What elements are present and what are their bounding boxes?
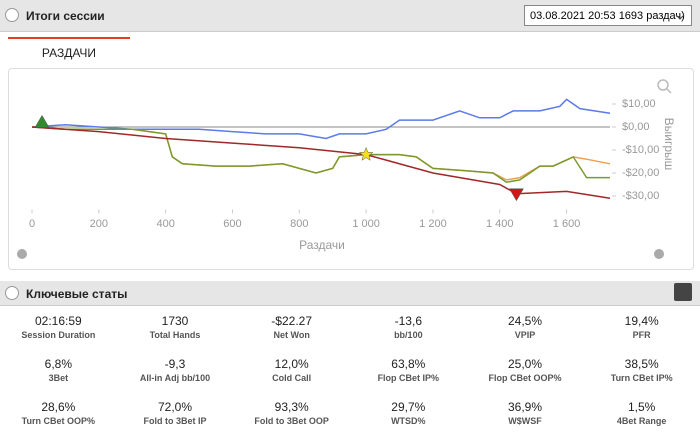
stat: 02:16:59 Session Duration <box>0 314 117 340</box>
marker <box>358 146 374 161</box>
y-tick-label: -$30,00 <box>622 190 659 202</box>
stat-label: All-in Adj bb/100 <box>139 373 211 383</box>
stat-value: 1,5% <box>627 400 656 414</box>
collapse-button[interactable] <box>5 286 19 300</box>
section-title: Ключевые статы <box>26 287 128 301</box>
x-tick-label: 1 000 <box>352 218 380 230</box>
stat-value: -13,6 <box>394 314 422 328</box>
y-axis-label: Выигрыш <box>662 118 676 171</box>
stat-label: 3Bet <box>48 373 69 383</box>
stat-label: 4Bet Range <box>616 416 667 426</box>
stat-value: 93,3% <box>274 400 309 414</box>
stat: 12,0% Cold Call <box>233 357 350 383</box>
x-tick-label: 1 600 <box>553 218 581 230</box>
stats-header: Ключевые статы <box>0 281 700 306</box>
stat: -9,3 All-in Adj bb/100 <box>117 357 234 383</box>
stat: 1,5% 4Bet Range <box>583 400 700 426</box>
marker <box>34 114 50 128</box>
session-select[interactable]: 03.08.2021 20:53 1693 раздач) <box>524 5 692 26</box>
stat-value: -9,3 <box>164 357 186 371</box>
zoom-icon-handle <box>666 88 672 94</box>
stat-value: 19,4% <box>624 314 659 328</box>
y-tick-label: -$10,00 <box>622 144 659 156</box>
stat-label: Total Hands <box>149 330 201 340</box>
stat-value: 38,5% <box>624 357 659 371</box>
section-title: Итоги сессии <box>26 9 105 23</box>
stat-value: 29,7% <box>391 400 426 414</box>
stat-value: 72,0% <box>157 400 192 414</box>
session-text: 03.08.2021 20:53 1693 раздач) <box>530 10 685 22</box>
stat: 63,8% Flop CBet IP% <box>350 357 467 383</box>
stat-label: Cold Call <box>272 373 312 383</box>
stat-label: Fold to 3Bet OOP <box>254 416 329 426</box>
stat-label: Fold to 3Bet IP <box>143 416 207 426</box>
y-tick-label: $0,00 <box>622 121 650 133</box>
series-line <box>31 98 611 140</box>
chart: Раздачи Выигрыш $10,00 $0,00 -$10,00 -$20,0… <box>17 79 676 259</box>
dropdown-arrow <box>675 14 685 20</box>
stat: 93,3% Fold to 3Bet OOP <box>233 400 350 426</box>
settings-icon[interactable] <box>17 249 27 259</box>
stat-value: 25,0% <box>507 357 542 371</box>
stat-label: Session Duration <box>21 330 96 340</box>
x-tick-label: 0 <box>29 218 35 230</box>
x-tick-label: 200 <box>90 218 108 230</box>
y-tick-label: -$20,00 <box>622 167 659 179</box>
x-tick-label: 800 <box>290 218 308 230</box>
stat-label: PFR <box>632 330 651 340</box>
stat: 72,0% Fold to 3Bet IP <box>117 400 234 426</box>
stat-value: 02:16:59 <box>34 314 82 328</box>
stat: 38,5% Turn CBet IP% <box>583 357 700 383</box>
stat-label: Turn CBet OOP% <box>21 416 95 426</box>
stat-label: Net Won <box>273 330 310 340</box>
stat-value: 1730 <box>161 314 189 328</box>
stat: 29,7% WTSD% <box>350 400 467 426</box>
stat: 25,0% Flop CBet OOP% <box>467 357 584 383</box>
stat-label: Turn CBet IP% <box>610 373 673 383</box>
info-icon[interactable] <box>654 249 664 259</box>
stat: 36,9% W$WSF <box>467 400 584 426</box>
marker <box>509 188 524 202</box>
tab[interactable]: РАЗДАЧИ <box>8 37 130 68</box>
stat-label: W$WSF <box>508 416 542 426</box>
stat-value: -$22.27 <box>271 314 312 328</box>
stat-value: 63,8% <box>391 357 426 371</box>
session-header: Итоги сессии 03.08.2021 20:53 1693 разда… <box>0 0 700 32</box>
y-tick-label: $10,00 <box>622 98 656 110</box>
x-tick-label: 1 400 <box>486 218 514 230</box>
stat-value: 6,8% <box>44 357 72 371</box>
zoom-icon[interactable] <box>657 79 669 91</box>
series-line <box>31 126 610 183</box>
stat: 6,8% 3Bet <box>0 357 117 383</box>
stats-grid: 02:16:59 Session Duration 1730 Total Hands -… <box>0 314 700 426</box>
stat-label: Flop CBet OOP% <box>488 373 562 383</box>
stat: -13,6 bb/100 <box>350 314 467 340</box>
x-tick-label: 1 200 <box>419 218 447 230</box>
layout-button[interactable] <box>674 283 692 301</box>
stat-value: 24,5% <box>507 314 542 328</box>
chart-panel <box>8 68 694 270</box>
x-tick-label: 400 <box>156 218 174 230</box>
stat: 24,5% VPIP <box>467 314 584 340</box>
stat: -$22.27 Net Won <box>233 314 350 340</box>
stat-value: 36,9% <box>507 400 542 414</box>
stat-value: 12,0% <box>274 357 309 371</box>
stat: 1730 Total Hands <box>117 314 234 340</box>
stat-label: Flop CBet IP% <box>377 373 440 383</box>
stat-label: WTSD% <box>391 416 426 426</box>
stat: 19,4% PFR <box>583 314 700 340</box>
stat-label: bb/100 <box>394 330 423 340</box>
x-tick-label: 600 <box>223 218 241 230</box>
collapse-button[interactable] <box>5 8 19 22</box>
stat: 28,6% Turn CBet OOP% <box>0 400 117 426</box>
stat-label: VPIP <box>514 330 536 340</box>
stat-value: 28,6% <box>41 400 76 414</box>
x-axis-label: Раздачи <box>299 238 345 252</box>
